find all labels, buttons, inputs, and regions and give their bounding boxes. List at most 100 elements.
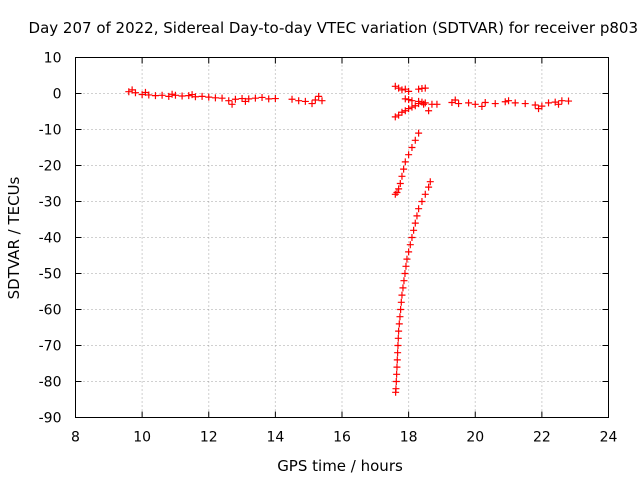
data-point: [158, 91, 166, 99]
data-point: [400, 277, 408, 285]
data-point: [521, 100, 529, 108]
data-point: [405, 105, 413, 113]
data-point: [418, 198, 426, 205]
data-point: [205, 93, 213, 101]
data-point: [558, 97, 566, 105]
data-point: [410, 226, 418, 234]
x-tick-label: 16: [333, 430, 351, 446]
x-tick-label: 20: [466, 430, 484, 446]
data-point: [315, 92, 323, 100]
data-point: [188, 91, 196, 99]
data-point: [418, 98, 426, 106]
data-point: [308, 100, 316, 108]
data-point: [185, 92, 193, 100]
data-point: [198, 92, 206, 100]
data-point: [218, 94, 226, 102]
data-point: [433, 100, 441, 108]
y-tick-label: -20: [39, 159, 62, 175]
data-point: [301, 97, 309, 105]
data-point: [413, 212, 421, 220]
y-tick-label: -90: [39, 411, 62, 427]
data-point: [455, 100, 463, 108]
y-tick-label: -80: [39, 375, 62, 391]
data-point: [491, 100, 499, 108]
x-tick-label: 8: [71, 430, 80, 446]
data-point: [393, 363, 401, 371]
data-point: [401, 270, 409, 277]
data-point: [481, 99, 489, 106]
data-point: [151, 92, 159, 100]
data-point: [392, 378, 400, 385]
data-point: [394, 349, 402, 357]
x-tick-label: 22: [533, 430, 551, 446]
data-point: [411, 219, 419, 227]
data-point: [408, 97, 416, 105]
data-point: [391, 82, 399, 90]
grid: [75, 57, 609, 418]
data-point: [398, 108, 406, 116]
data-point: [141, 88, 149, 96]
data-point: [271, 95, 279, 103]
data-point: [411, 136, 419, 144]
data-point: [405, 87, 413, 95]
data-point: [395, 84, 403, 92]
data-point: [395, 185, 403, 193]
data-point: [392, 388, 400, 396]
y-tick-label: -50: [39, 267, 62, 283]
data-point: [295, 97, 303, 105]
data-point: [228, 100, 236, 108]
y-tick-label: -40: [39, 231, 62, 247]
data-point: [225, 97, 233, 105]
data-point: [171, 91, 179, 99]
data-point: [535, 105, 543, 113]
y-tick-label: 0: [53, 87, 62, 103]
y-tick-label: 10: [44, 51, 62, 67]
x-tick-label: 12: [200, 430, 218, 446]
data-point: [394, 342, 402, 349]
data-point: [397, 306, 405, 313]
data-point: [531, 101, 539, 109]
x-tick-label: 24: [600, 430, 618, 446]
data-point: [415, 129, 423, 137]
data-point: [415, 205, 423, 213]
data-point: [426, 178, 434, 186]
data-point: [231, 95, 239, 103]
data-point: [401, 158, 409, 166]
data-point: [398, 86, 406, 94]
data-point: [251, 94, 259, 102]
data-point: [425, 183, 433, 191]
y-tick-label: -10: [39, 123, 62, 139]
data-points: [125, 82, 573, 396]
data-point: [398, 291, 406, 299]
data-point: [393, 370, 401, 378]
data-point: [501, 98, 509, 106]
data-point: [408, 103, 416, 111]
y-tick-label: -70: [39, 339, 62, 355]
data-point: [398, 172, 406, 180]
x-tick-label: 10: [133, 430, 151, 446]
x-tick-label: 18: [400, 430, 418, 446]
data-point: [399, 284, 407, 292]
data-point: [241, 97, 249, 105]
data-point: [415, 100, 423, 108]
data-point: [396, 313, 404, 321]
data-point: [265, 95, 273, 103]
data-point: [478, 102, 486, 110]
data-point: [555, 100, 563, 108]
data-point: [421, 84, 429, 92]
data-point: [178, 92, 186, 100]
data-point: [425, 107, 433, 115]
data-point: [400, 165, 408, 173]
data-point: [125, 88, 133, 96]
data-point: [405, 96, 413, 104]
data-point: [465, 99, 473, 107]
chart-title: Day 207 of 2022, Sidereal Day-to-day VTE…: [29, 19, 638, 37]
x-tick-labels: 8 10 12 14 16 18 20 22 24: [71, 430, 617, 446]
data-point: [391, 113, 399, 121]
data-point: [421, 190, 429, 198]
data-point: [318, 97, 326, 105]
data-point: [397, 298, 405, 306]
data-point: [395, 327, 403, 335]
data-point: [471, 100, 479, 108]
